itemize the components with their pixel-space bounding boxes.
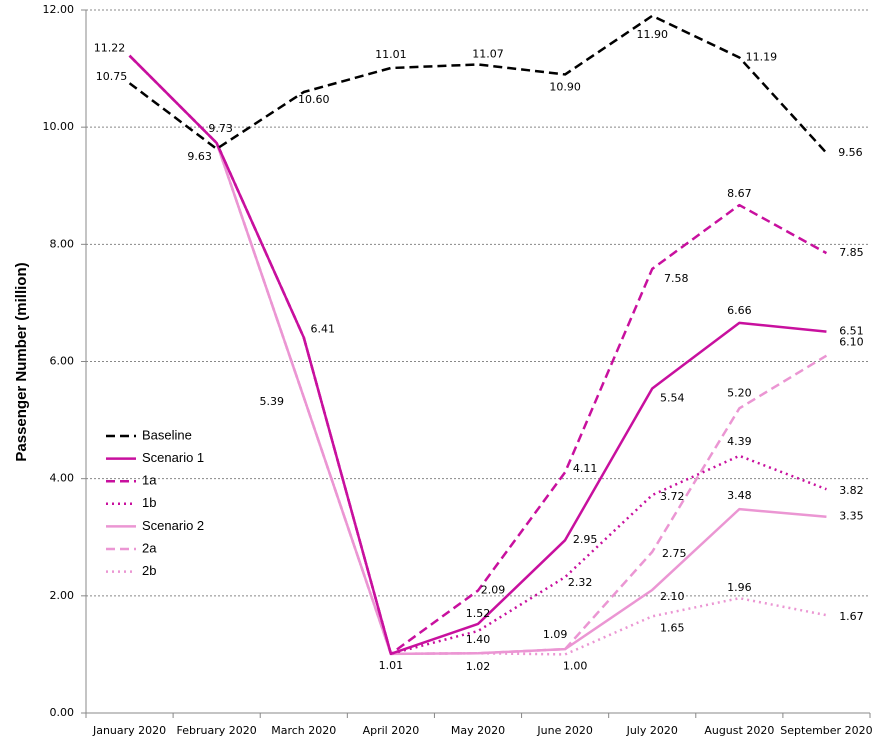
data-label: 4.39 (727, 435, 752, 448)
data-label: 6.51 (839, 325, 864, 338)
data-label: 4.11 (573, 462, 598, 475)
y-tick-label: 2.00 (50, 589, 75, 602)
data-label: 1.67 (839, 610, 864, 623)
data-label: 1.65 (660, 621, 685, 634)
data-label: 2.75 (662, 547, 687, 560)
x-tick-label: March 2020 (271, 724, 336, 737)
x-tick-label: May 2020 (451, 724, 505, 737)
legend-label: Scenario 1 (142, 450, 204, 465)
x-tick-label: August 2020 (704, 724, 774, 737)
data-label: 2.10 (660, 590, 685, 603)
data-label: 1.40 (466, 633, 491, 646)
y-axis-title: Passenger Number (million) (13, 262, 30, 461)
data-label: 10.60 (298, 93, 330, 106)
data-label: 6.66 (727, 304, 752, 317)
x-tick-label: July 2020 (626, 724, 678, 737)
data-label: 11.19 (746, 50, 778, 63)
legend-label: 1b (142, 495, 156, 510)
data-label: 11.01 (375, 48, 407, 61)
series-line (128, 54, 827, 656)
data-label: 2.09 (481, 584, 506, 597)
x-tick-label: January 2020 (92, 724, 166, 737)
y-tick-label: 8.00 (50, 237, 75, 250)
data-label: 6.41 (311, 322, 336, 335)
data-label: 7.58 (664, 272, 689, 285)
x-tick-label: June 2020 (536, 724, 592, 737)
data-label: 5.39 (260, 395, 285, 408)
y-tick-label: 4.00 (50, 472, 75, 485)
legend-label: Baseline (142, 427, 192, 442)
data-label: 3.35 (839, 510, 864, 523)
data-label: 9.73 (208, 122, 233, 135)
y-tick-label: 0.00 (50, 706, 75, 719)
x-tick-label: September 2020 (780, 724, 872, 737)
data-label: 11.22 (94, 42, 126, 55)
data-label: 3.72 (660, 490, 685, 503)
legend-label: 1a (142, 473, 157, 488)
data-label: 3.48 (727, 489, 752, 502)
data-label: 3.82 (839, 484, 864, 497)
x-tick-label: April 2020 (363, 724, 420, 737)
y-tick-label: 6.00 (50, 355, 75, 368)
data-label: 2.95 (573, 533, 598, 546)
data-label: 9.63 (187, 150, 212, 163)
data-label: 9.56 (838, 146, 863, 159)
data-label: 10.90 (549, 80, 581, 93)
series-line (128, 14, 828, 154)
data-label: 5.54 (660, 391, 685, 404)
data-label: 1.96 (727, 581, 752, 594)
data-label: 7.85 (839, 246, 864, 259)
data-label: 2.32 (568, 576, 593, 589)
data-label: 1.01 (379, 659, 404, 672)
data-label: 6.10 (839, 336, 864, 349)
data-label: 1.02 (466, 660, 491, 673)
series-line (128, 54, 828, 656)
data-label: 11.90 (636, 28, 668, 41)
y-tick-label: 12.00 (43, 3, 75, 16)
data-label: 11.07 (472, 47, 504, 60)
x-tick-label: February 2020 (177, 724, 257, 737)
legend-label: 2a (142, 540, 157, 555)
data-label: 1.09 (543, 628, 568, 641)
y-tick-label: 10.00 (43, 120, 75, 133)
data-label: 5.20 (727, 386, 752, 399)
data-label: 1.52 (466, 607, 491, 620)
series-line (215, 142, 827, 656)
legend-label: Scenario 2 (142, 518, 204, 533)
data-label: 1.00 (563, 659, 588, 672)
legend-label: 2b (142, 563, 156, 578)
data-label: 10.75 (96, 70, 128, 83)
series-line (128, 54, 827, 656)
data-label: 8.67 (727, 187, 752, 200)
